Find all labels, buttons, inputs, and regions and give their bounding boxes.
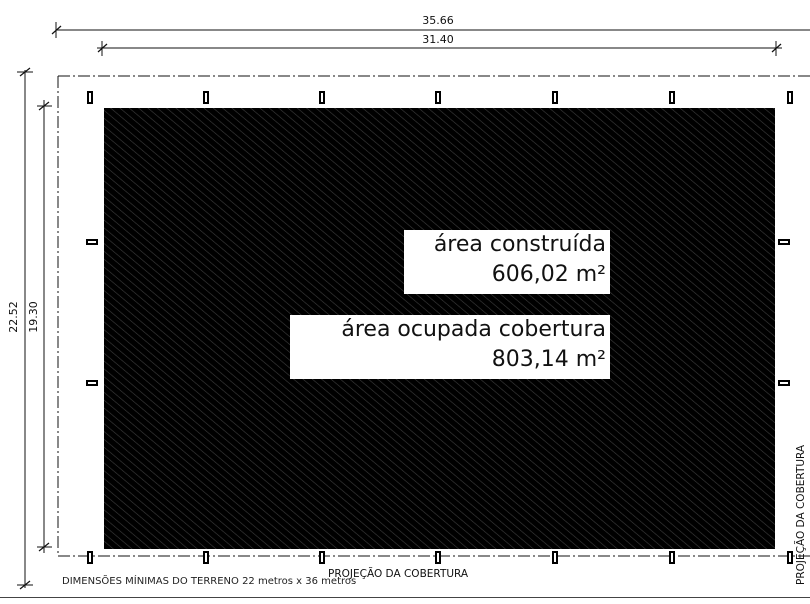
column-top-3 bbox=[319, 91, 325, 104]
column-top-7 bbox=[787, 91, 793, 104]
roof-projection-bottom-label: PROJEÇÃO DA COBERTURA bbox=[328, 567, 469, 580]
bottom-divider bbox=[0, 597, 810, 598]
column-bottom-3 bbox=[319, 551, 325, 564]
outer-width-dimension: 35.66 bbox=[51, 14, 810, 38]
column-top-1 bbox=[87, 91, 93, 104]
column-bottom-5 bbox=[552, 551, 558, 564]
column-left-2 bbox=[86, 380, 98, 386]
covered-area-label: área ocupada cobertura 803,14 m² bbox=[290, 315, 610, 379]
column-bottom-1 bbox=[87, 551, 93, 564]
structural-columns bbox=[86, 91, 793, 564]
column-bottom-6 bbox=[669, 551, 675, 564]
outer-height-label: 22.52 bbox=[7, 301, 20, 333]
inner-width-label: 31.40 bbox=[422, 33, 454, 46]
covered-area-title: área ocupada cobertura bbox=[341, 317, 606, 342]
column-top-5 bbox=[552, 91, 558, 104]
inner-height-label: 19.30 bbox=[27, 301, 40, 333]
inner-height-dimension: 19.30 bbox=[27, 100, 52, 553]
column-right-2 bbox=[778, 380, 790, 386]
column-top-2 bbox=[203, 91, 209, 104]
column-bottom-2 bbox=[203, 551, 209, 564]
built-area-value: 606,02 m² bbox=[491, 262, 606, 287]
column-right-1 bbox=[778, 239, 790, 245]
covered-area-value: 803,14 m² bbox=[491, 347, 606, 372]
roof-projection-side-label: PROJEÇÃO DA COBERTURA bbox=[794, 444, 807, 585]
column-top-6 bbox=[669, 91, 675, 104]
column-bottom-7 bbox=[787, 551, 793, 564]
column-top-4 bbox=[435, 91, 441, 104]
column-bottom-4 bbox=[435, 551, 441, 564]
roof-projection-outline bbox=[57, 75, 810, 557]
column-left-1 bbox=[86, 239, 98, 245]
built-area-label: área construída 606,02 m² bbox=[404, 230, 610, 294]
inner-width-dimension: 31.40 bbox=[97, 33, 782, 56]
outer-width-label: 35.66 bbox=[422, 14, 454, 27]
min-dimensions-note: DIMENSÕES MÍNIMAS DO TERRENO 22 metros x… bbox=[62, 576, 357, 587]
built-area-title: área construída bbox=[433, 232, 606, 257]
outer-height-dimension: 22.52 bbox=[7, 67, 33, 590]
